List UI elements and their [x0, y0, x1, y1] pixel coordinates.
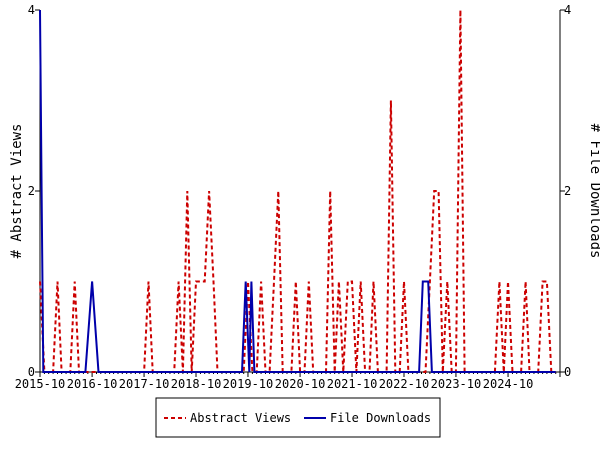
- x-axis-ticks: 2015-10 2016-10 2017-10 2018-10 2019-10 2020-…: [15, 372, 561, 391]
- left-y-tick-label-0: 0: [28, 365, 35, 379]
- x-tick-label-2: 2017-10: [119, 377, 170, 391]
- right-y-tick-label-0: 0: [564, 365, 571, 379]
- x-tick-label-0: 2015-10: [15, 377, 66, 391]
- left-y-tick-label-2: 4: [28, 3, 35, 17]
- x-tick-label-9: 2024-10: [483, 377, 534, 391]
- series-line-file-downloads: [39, 9, 556, 373]
- series-group: [39, 9, 556, 373]
- right-axis-ticks: 0 2 4: [560, 3, 571, 379]
- series-line-abstract-views: [39, 9, 556, 373]
- right-axis-title: # File Downloads: [587, 124, 600, 259]
- x-tick-label-4: 2019-10: [223, 377, 274, 391]
- x-tick-label-1: 2016-10: [67, 377, 118, 391]
- legend-label-file-downloads: File Downloads: [330, 411, 431, 425]
- left-axis-ticks: 0 2 4: [28, 3, 40, 379]
- x-tick-label-8: 2023-10: [431, 377, 482, 391]
- right-y-tick-label-2: 4: [564, 3, 571, 17]
- right-y-tick-label-1: 2: [564, 184, 571, 198]
- x-tick-label-5: 2020-10: [275, 377, 326, 391]
- legend: Abstract Views File Downloads: [155, 397, 441, 438]
- legend-box: [155, 397, 441, 438]
- x-tick-label-3: 2018-10: [171, 377, 222, 391]
- left-y-tick-label-1: 2: [28, 184, 35, 198]
- left-axis-title: # Abstract Views: [9, 124, 25, 259]
- legend-label-abstract-views: Abstract Views: [190, 411, 291, 425]
- x-tick-label-7: 2022-10: [379, 377, 430, 391]
- plot-area: [39, 10, 561, 373]
- x-tick-label-6: 2021-10: [327, 377, 378, 391]
